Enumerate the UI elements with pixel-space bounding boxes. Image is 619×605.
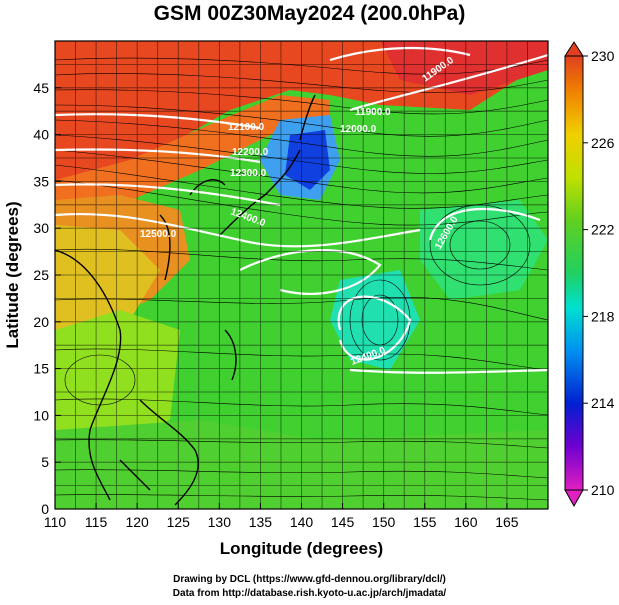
colorbar: 210 214 218 222 226 230 [564, 41, 615, 508]
contour-label: 12200.0 [232, 147, 269, 158]
x-axis-label: Longitude (degrees) [219, 539, 384, 558]
wind-streamlines [55, 57, 548, 501]
y-tick-label: 15 [33, 361, 49, 377]
y-tick-label: 25 [33, 267, 49, 283]
x-tick-label: 150 [372, 514, 396, 530]
colorbar-bottom-arrow [564, 489, 584, 508]
contour-label: 12000.0 [340, 124, 377, 135]
colorbar-tick-label: 230 [591, 48, 615, 64]
x-tick-label: 110 [44, 514, 67, 530]
y-tick-label: 30 [33, 220, 49, 236]
x-tick-label: 145 [331, 514, 355, 530]
colorbar-tick-label: 218 [591, 308, 615, 324]
height-contours [55, 46, 548, 374]
x-tick-label: 160 [454, 514, 478, 530]
y-tick-label: 35 [33, 173, 49, 189]
y-axis-ticks: 0 5 10 15 20 25 30 35 40 45 [33, 80, 61, 517]
contour-label: 12300.0 [230, 168, 267, 179]
colorbar-tick-label: 226 [591, 135, 615, 151]
x-tick-label: 155 [413, 514, 437, 530]
credit-data: Data from http://database.rish.kyoto-u.a… [172, 588, 447, 599]
y-axis-label: Latitude (degrees) [3, 201, 22, 349]
figure-title: GSM 00Z30May2024 (200.0hPa) [153, 2, 466, 25]
y-tick-label: 40 [33, 127, 49, 143]
colorbar-tick-label: 210 [591, 482, 615, 498]
x-tick-label: 140 [290, 514, 314, 530]
x-tick-label: 130 [208, 514, 232, 530]
x-tick-label: 165 [495, 514, 519, 530]
colorbar-tick-label: 214 [591, 395, 615, 411]
y-tick-label: 0 [41, 501, 49, 517]
x-tick-label: 125 [167, 514, 191, 530]
x-tick-label: 120 [125, 514, 149, 530]
y-tick-label: 5 [41, 454, 49, 470]
y-tick-label: 20 [33, 314, 49, 330]
colorbar-body [564, 55, 584, 491]
contour-label: 11900.0 [355, 107, 391, 118]
contour-label: 12100.0 [228, 122, 265, 133]
x-tick-label: 115 [85, 514, 108, 530]
colorbar-top-arrow [564, 41, 584, 57]
y-tick-label: 10 [33, 407, 49, 423]
contour-label: 12500.0 [140, 229, 177, 240]
credit-drawing: Drawing by DCL (https://www.gfd-dennou.o… [173, 574, 446, 585]
y-tick-label: 45 [33, 80, 49, 96]
lat-lon-grid [55, 41, 548, 509]
colorbar-tick-label: 222 [591, 222, 615, 238]
x-tick-label: 135 [249, 514, 273, 530]
x-axis-ticks: 110 115 120 125 130 135 140 145 150 155 160 165 [44, 503, 519, 530]
